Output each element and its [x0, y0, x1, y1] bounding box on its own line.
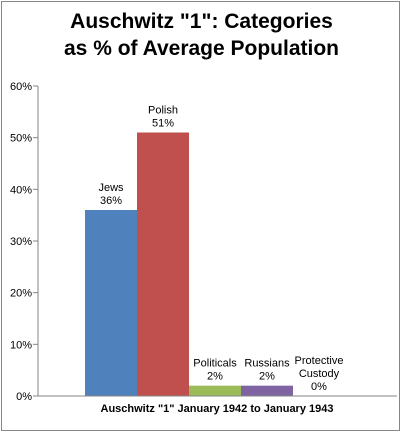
- chart-title: Auschwitz "1": Categories as % of Averag…: [0, 8, 403, 62]
- bar: [137, 132, 189, 396]
- bar: [241, 385, 293, 396]
- y-tick-label: 10%: [10, 339, 32, 351]
- data-label: Protective: [295, 355, 344, 367]
- x-axis-label: Auschwitz "1" January 1942 to January 19…: [101, 403, 334, 415]
- bars: [85, 132, 293, 396]
- y-tick-label: 30%: [10, 236, 32, 248]
- chart-title-line-1: Auschwitz "1": Categories: [70, 10, 333, 33]
- data-label: 2%: [207, 371, 223, 383]
- bar: [189, 385, 241, 396]
- chart-title-line-2: as % of Average Population: [64, 37, 339, 60]
- data-label: Custody: [299, 368, 340, 380]
- y-tick-label: 50%: [10, 133, 32, 145]
- data-label: Politicals: [193, 358, 237, 370]
- y-axis: 0% 10% 20% 30% 40% 50% 60%: [10, 81, 38, 403]
- y-tick-label: 60%: [10, 81, 32, 93]
- data-label: 36%: [100, 195, 122, 207]
- y-tick-label: 20%: [10, 288, 32, 300]
- data-label: 51%: [152, 118, 174, 130]
- data-label: 2%: [259, 371, 275, 383]
- data-labels: Jews36%Polish51%Politicals2%Russians2%Pr…: [98, 105, 343, 394]
- data-label: Russians: [244, 358, 290, 370]
- y-tick-label: 40%: [10, 184, 32, 196]
- data-label: 0%: [311, 381, 327, 393]
- bar: [85, 210, 137, 396]
- y-tick-label: 0%: [16, 391, 32, 403]
- data-label: Polish: [148, 105, 178, 117]
- data-label: Jews: [98, 182, 124, 194]
